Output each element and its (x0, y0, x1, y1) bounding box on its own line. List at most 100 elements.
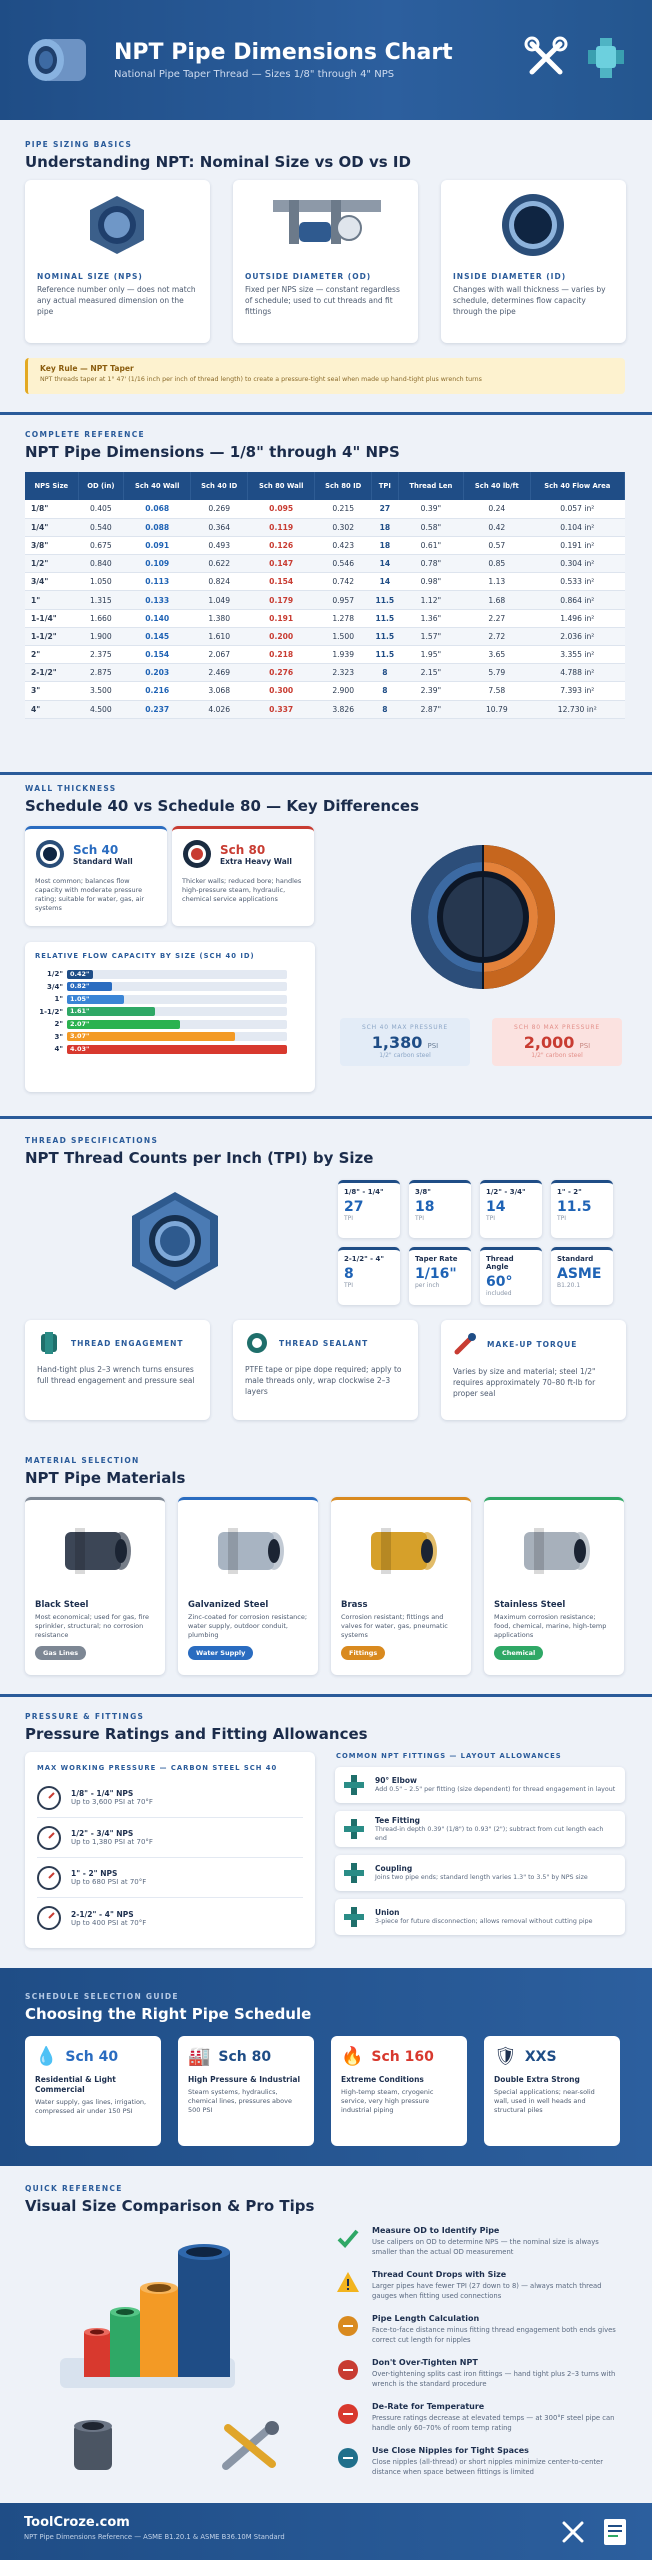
material-name: Black Steel (35, 1600, 89, 1610)
tpi-card: Thread Angle 60° included (480, 1247, 542, 1305)
tpi-card: 1" - 2" 11.5 TPI (551, 1180, 613, 1238)
material-text: Most economical; used for gas, fire spri… (35, 1613, 149, 1639)
pressure-size: 1/8" - 1/4" NPS (71, 1789, 134, 1798)
table-cell: 1.610 (190, 627, 248, 647)
table-cell: 0.540 (78, 518, 124, 537)
column-header: Thread Len (398, 472, 465, 500)
table-cell: 0.742 (314, 572, 372, 592)
wall-section: WALL THICKNESS Schedule 40 vs Schedule 8… (0, 784, 652, 815)
fitting-icon (344, 1775, 364, 1795)
tip-text: Measure OD to Identify Pipe Use calipers … (372, 2226, 622, 2257)
flow-size-label: 4" (54, 1045, 63, 1054)
fitting-icon (344, 1863, 364, 1883)
material-card: Galvanized Steel Zinc-coated for corrosio… (178, 1497, 318, 1675)
tpi-unit: TPI (344, 1215, 354, 1222)
dims-kicker: COMPLETE REFERENCE (25, 430, 145, 439)
column-header: Sch 80 ID (314, 472, 373, 500)
table-cell: 3.65 (463, 645, 531, 665)
fitting-row: Tee Fitting Thread-in depth 0.39" (1/8") … (335, 1811, 625, 1847)
flow-row: 4" 4.03" (35, 1043, 305, 1056)
pressure-row: 1/8" - 1/4" NPS Up to 3,600 PSI at 70°F (37, 1778, 303, 1818)
sch80-pressure-box: SCH 80 MAX PRESSURE 2,000 PSI 1/2" carbo… (492, 1018, 622, 1066)
schedule-name: XXS (524, 2048, 557, 2065)
table-cell: 0.300 (247, 681, 315, 701)
table-cell: 0.61" (398, 536, 464, 556)
table-cell: 2-1/2" (25, 663, 79, 683)
schedule-head: 💧 Sch 40 (35, 2046, 151, 2067)
schedule-comparison-graphic (411, 845, 555, 989)
table-cell: 3.355 in² (530, 645, 625, 665)
materials-title: NPT Pipe Materials (25, 1469, 186, 1487)
table-cell: 1.12" (398, 590, 464, 610)
card-inside-diameter: INSIDE DIAMETER (ID) Changes with wall t… (441, 180, 626, 343)
flow-track: 3.07" (67, 1032, 287, 1042)
tip-text: De-Rate for Temperature Pressure ratings … (372, 2402, 622, 2433)
wrench-icon (338, 2360, 358, 2380)
sch40-text: Most common; balances flow capacity with… (35, 877, 145, 912)
tip-title: Use Close Nipples for Tight Spaces (372, 2446, 529, 2455)
material-name: Stainless Steel (494, 1600, 566, 1610)
table-cell: 0.423 (314, 536, 372, 556)
card-outside-diameter: OUTSIDE DIAMETER (OD) Fixed per NPS size… (233, 180, 418, 343)
tpi-unit: B1.20.1 (557, 1282, 581, 1289)
schedule-sub: Extreme Conditions (341, 2075, 424, 2084)
sch80-pressure-value: 2,000 (523, 1033, 575, 1052)
pressure-title: Pressure Ratings and Fitting Allowances (25, 1725, 368, 1743)
fitting-desc: Add 0.5" – 2.5" per fitting (size depend… (375, 1786, 616, 1793)
pipe-fitting-icon (218, 1528, 284, 1574)
tip-item: Measure OD to Identify Pipe Use calipers … (336, 2226, 626, 2257)
flow-track: 0.82" (67, 982, 287, 992)
material-text: Corrosion resistant; fittings and valves… (341, 1613, 448, 1639)
flow-bar: 3.07" (67, 1032, 235, 1042)
schedule-name: Sch 80 (218, 2048, 272, 2065)
tpi-label: 3/8" (415, 1188, 431, 1196)
tpi-value: 18 (415, 1199, 435, 1215)
table-cell: 0.109 (123, 554, 191, 574)
flow-bar: 1.61" (67, 1007, 155, 1017)
schedule-name: Sch 40 (65, 2048, 119, 2065)
schedule-card: 🛡 XXS Double Extra Strong Special applicati… (484, 2036, 620, 2146)
gauge-icon (37, 1865, 61, 1890)
sch40-sub: Standard Wall (73, 856, 133, 866)
pipe-ring-icon (183, 840, 211, 868)
table-cell: 0.546 (314, 554, 372, 574)
tpi-card: 2-1/2" - 4" 8 TPI (338, 1247, 400, 1305)
table-cell: 0.140 (123, 609, 191, 628)
column-header: OD (in) (78, 472, 125, 500)
table-cell: 1.049 (190, 590, 248, 610)
hex-nut-graphic (132, 1192, 218, 1290)
key-rule-text: NPT threads taper at 1° 47' (1/16 inch p… (40, 376, 482, 383)
table-cell: 18 (371, 518, 399, 537)
table-cell: 0.864 in² (530, 590, 625, 610)
pressure-text: 1/2" - 3/4" NPS Up to 1,380 PSI at 70°F (71, 1829, 153, 1846)
flow-row: 3/4" 0.82" (35, 981, 305, 994)
column-header: NPS Size (25, 472, 79, 500)
fittings-title: COMMON NPT FITTINGS — LAYOUT ALLOWANCES (336, 1752, 562, 1760)
table-cell: 0.154 (123, 645, 191, 665)
pressure-size: 2-1/2" - 4" NPS (71, 1909, 134, 1919)
table-cell: 0.200 (247, 627, 315, 647)
tpi-value: ASME (557, 1266, 602, 1282)
threads-title: NPT Thread Counts per Inch (TPI) by Size (25, 1149, 374, 1167)
pressure-left-title: MAX WORKING PRESSURE — CARBON STEEL SCH … (37, 1764, 278, 1772)
table-cell: 1/2" (25, 554, 79, 574)
pipe-cross-section-icon (28, 39, 86, 81)
shield-icon: 🛡 (494, 2046, 517, 2067)
tpi-value: 60° (486, 1274, 513, 1290)
table-cell: 0.104 in² (530, 518, 625, 537)
table-cell: 0.276 (247, 663, 315, 683)
table-cell: 1.315 (78, 590, 124, 610)
table-cell: 0.215 (314, 500, 372, 519)
table-cell: 1.278 (314, 609, 372, 628)
schedule-sub: Double Extra Strong (494, 2075, 580, 2084)
fitting-text: 90° Elbow Add 0.5" – 2.5" per fitting (si… (375, 1776, 615, 1794)
table-cell: 2.27 (463, 609, 531, 628)
table-cell: 0.269 (190, 500, 248, 519)
column-header: Sch 40 Wall (123, 472, 192, 500)
schedule-sub: High Pressure & Industrial (188, 2075, 301, 2084)
tpi-unit: TPI (415, 1215, 425, 1222)
column-header: Sch 40 Flow Area (530, 472, 626, 500)
table-cell: 14 (371, 554, 399, 574)
flow-track: 1.61" (67, 1007, 287, 1017)
pipe-fitting-icon (65, 1528, 131, 1574)
